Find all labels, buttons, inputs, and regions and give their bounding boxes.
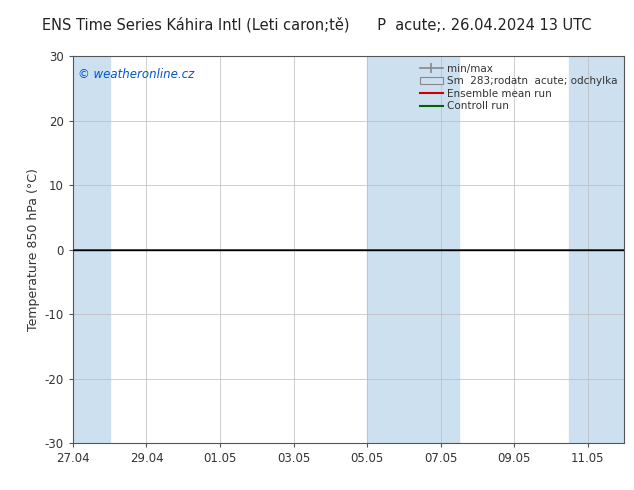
Text: ENS Time Series Káhira Intl (Leti caron;tě)      P  acute;. 26.04.2024 13 UTC: ENS Time Series Káhira Intl (Leti caron;… bbox=[42, 17, 592, 33]
Y-axis label: Temperature 850 hPa (°C): Temperature 850 hPa (°C) bbox=[27, 169, 41, 331]
Text: © weatheronline.cz: © weatheronline.cz bbox=[79, 68, 195, 81]
Legend: min/max, Sm  283;rodatn  acute; odchylka, Ensemble mean run, Controll run: min/max, Sm 283;rodatn acute; odchylka, … bbox=[418, 62, 619, 114]
Bar bbox=[367, 56, 459, 443]
Bar bbox=[569, 56, 624, 443]
Bar bbox=[73, 56, 110, 443]
